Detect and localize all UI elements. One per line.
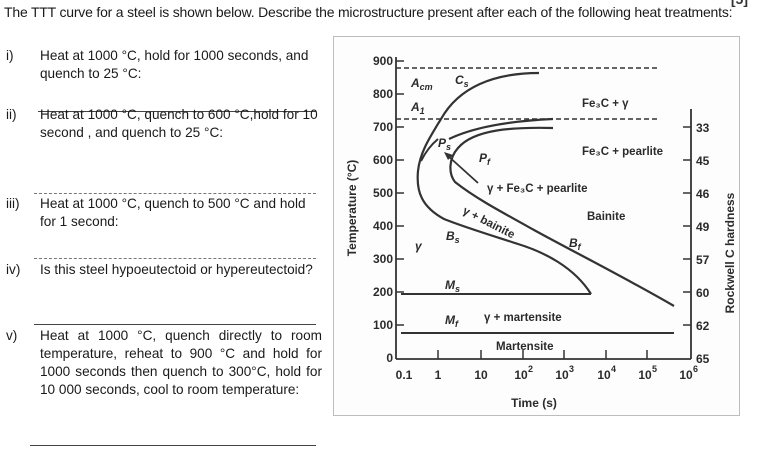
axes bbox=[395, 57, 692, 360]
svg-text:10: 10 bbox=[638, 368, 652, 382]
question-number: v) bbox=[6, 328, 18, 343]
question-ii: ii) Heat at 1000 °C, quench to 600 °C,ho… bbox=[6, 106, 318, 162]
answer-line-iv[interactable] bbox=[34, 324, 316, 325]
marks-label: [5] bbox=[731, 0, 748, 7]
svg-text:60: 60 bbox=[696, 286, 710, 300]
svg-text:100: 100 bbox=[373, 318, 393, 332]
svg-text:γ + bainite: γ + bainite bbox=[461, 205, 517, 241]
answer-line-ii[interactable] bbox=[34, 193, 316, 194]
question-text: Heat at 1000 °C, quench directly to room… bbox=[40, 328, 322, 397]
svg-text:6: 6 bbox=[693, 364, 698, 374]
svg-text:500: 500 bbox=[373, 186, 393, 200]
svg-text:5: 5 bbox=[652, 364, 657, 374]
start-curve bbox=[416, 71, 592, 295]
ttt-chart: 900 800 700 600 500 400 300 200 100 0 33… bbox=[345, 54, 737, 410]
region-labels: Fe₃C + γ Fe₃C + pearlite γ + Fe₃C + pear… bbox=[461, 98, 663, 353]
svg-text:A1: A1 bbox=[410, 100, 425, 116]
svg-text:700: 700 bbox=[373, 120, 393, 134]
answer-line-v[interactable] bbox=[30, 445, 316, 446]
question-text: Heat at 1000 °C, quench to 600 °C,hold f… bbox=[40, 107, 318, 140]
svg-text:Mf: Mf bbox=[445, 313, 459, 329]
svg-text:10: 10 bbox=[514, 368, 528, 382]
answer-line-iii[interactable] bbox=[34, 258, 316, 259]
question-number: iv) bbox=[6, 262, 21, 277]
question-iv: iv) Is this steel hypoeutectoid or hyper… bbox=[6, 261, 316, 301]
arrow-indicator bbox=[444, 152, 479, 184]
ps-curve bbox=[448, 117, 554, 140]
svg-text:2: 2 bbox=[528, 364, 533, 374]
svg-text:10: 10 bbox=[679, 368, 693, 382]
svg-text:Bf: Bf bbox=[569, 236, 582, 252]
svg-text:Bainite: Bainite bbox=[587, 211, 625, 223]
curve-labels: Acm Cs A1 Ps Pf Bs Bf Ms Mf γ bbox=[410, 73, 582, 329]
svg-text:800: 800 bbox=[373, 87, 393, 101]
svg-text:65: 65 bbox=[696, 352, 710, 366]
svg-text:300: 300 bbox=[373, 252, 393, 266]
svg-text:Acm: Acm bbox=[410, 76, 433, 92]
svg-text:Fe₃C + γ: Fe₃C + γ bbox=[582, 98, 629, 110]
finish-curve bbox=[449, 126, 675, 307]
y-tick-labels: 900 800 700 600 500 400 300 200 100 0 bbox=[373, 54, 393, 365]
svg-text:900: 900 bbox=[373, 54, 393, 68]
svg-text:45: 45 bbox=[696, 154, 710, 168]
svg-text:10: 10 bbox=[597, 368, 611, 382]
svg-text:49: 49 bbox=[696, 220, 710, 234]
svg-text:10: 10 bbox=[474, 368, 488, 382]
x-tick-exponents: 2 3 4 5 6 bbox=[528, 364, 698, 374]
svg-text:33: 33 bbox=[696, 121, 710, 135]
question-iii: iii) Heat at 1000 °C, quench to 500 °C a… bbox=[6, 195, 316, 235]
svg-text:γ: γ bbox=[415, 239, 423, 253]
y2-ticks bbox=[683, 126, 691, 326]
svg-text:46: 46 bbox=[696, 187, 710, 201]
y2-tick-labels: 33 45 46 49 57 60 62 65 bbox=[696, 121, 710, 366]
svg-text:γ + martensite: γ + martensite bbox=[484, 312, 562, 324]
question-i: i) Heat at 1000 °C, hold for 1000 second… bbox=[6, 47, 316, 87]
svg-text:4: 4 bbox=[611, 364, 616, 374]
svg-text:Pf: Pf bbox=[479, 151, 491, 167]
svg-text:Martensite: Martensite bbox=[496, 341, 554, 353]
svg-text:200: 200 bbox=[373, 285, 393, 299]
ps-branch bbox=[420, 138, 439, 162]
svg-text:10: 10 bbox=[555, 368, 569, 382]
svg-text:1: 1 bbox=[435, 368, 442, 382]
question-number: ii) bbox=[6, 107, 17, 122]
x-ticks bbox=[437, 350, 648, 359]
svg-text:Ms: Ms bbox=[445, 278, 460, 294]
ttt-diagram: 900 800 700 600 500 400 300 200 100 0 33… bbox=[333, 36, 740, 416]
svg-text:γ + Fe₃C + pearlite: γ + Fe₃C + pearlite bbox=[487, 183, 588, 195]
question-number: iii) bbox=[6, 196, 20, 211]
y-ticks bbox=[396, 60, 404, 326]
question-intro: The TTT curve for a steel is shown below… bbox=[4, 4, 733, 20]
x-tick-labels: 0.1 1 10 10 10 10 10 10 bbox=[396, 368, 693, 382]
question-v: v) Heat at 1000 °C, quench directly to r… bbox=[6, 327, 322, 419]
y-axis-title: Temperature (°C) bbox=[345, 160, 359, 257]
answer-line-i[interactable] bbox=[38, 111, 316, 112]
svg-text:Ps: Ps bbox=[438, 136, 451, 152]
question-text: Is this steel hypoeutectoid or hypereute… bbox=[40, 262, 313, 277]
svg-text:57: 57 bbox=[696, 253, 710, 267]
y2-axis-title: Rockwell C hardness bbox=[723, 192, 737, 313]
x-axis-title: Time (s) bbox=[511, 396, 557, 410]
svg-text:Bs: Bs bbox=[446, 229, 460, 245]
svg-text:600: 600 bbox=[373, 153, 393, 167]
svg-text:62: 62 bbox=[696, 319, 710, 333]
svg-text:Fe₃C + pearlite: Fe₃C + pearlite bbox=[582, 146, 663, 158]
svg-text:Cs: Cs bbox=[455, 73, 469, 89]
question-text: Heat at 1000 °C, quench to 500 °C and ho… bbox=[40, 196, 306, 229]
question-number: i) bbox=[6, 48, 14, 63]
svg-text:3: 3 bbox=[569, 364, 574, 374]
svg-text:0.1: 0.1 bbox=[396, 368, 413, 382]
svg-text:0: 0 bbox=[386, 351, 393, 365]
question-text: Heat at 1000 °C, hold for 1000 seconds, … bbox=[40, 48, 309, 81]
svg-text:400: 400 bbox=[373, 219, 393, 233]
